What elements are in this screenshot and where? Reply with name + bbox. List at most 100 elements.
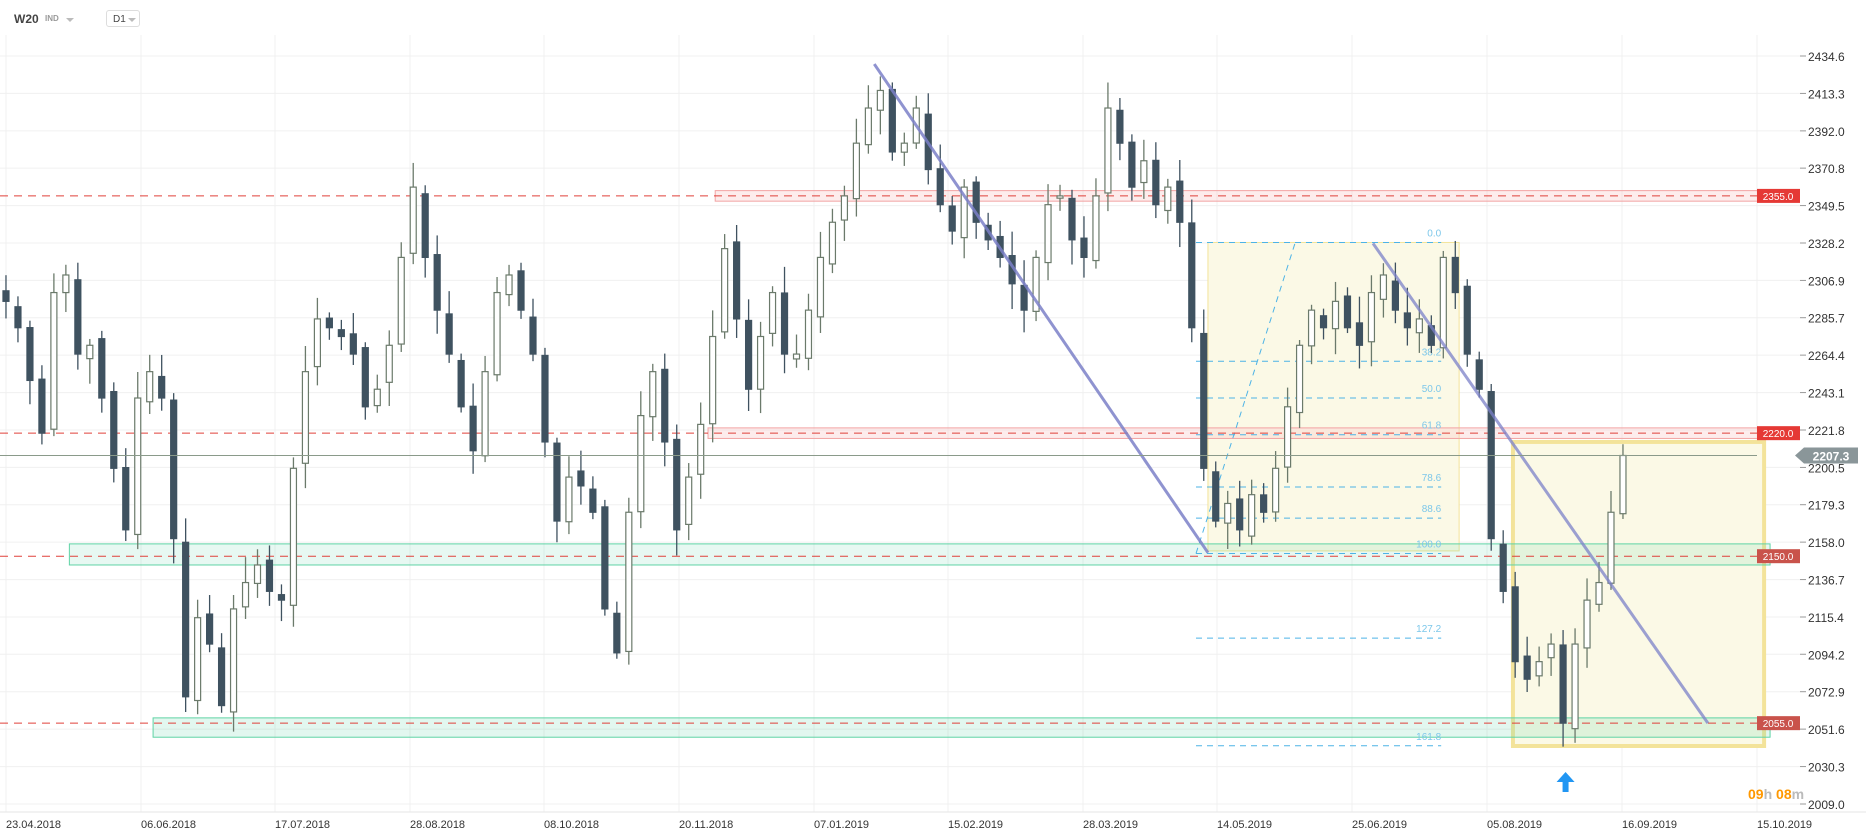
candle-body [1176, 180, 1184, 223]
candle-body [780, 292, 789, 355]
fib-level-label: 100.0 [1416, 540, 1441, 551]
timer-hours: 09 [1748, 786, 1764, 802]
candle [1583, 578, 1591, 668]
x-tick-label: 17.07.2018 [275, 819, 330, 831]
fib-level-label: 127.2 [1416, 624, 1441, 635]
candle [1164, 178, 1172, 224]
candle-body [98, 338, 106, 399]
symbol-label[interactable]: W20 [14, 12, 39, 26]
candle [26, 320, 34, 405]
candle-body [804, 309, 813, 359]
candle [673, 424, 681, 556]
symbol-dropdown-icon[interactable] [66, 18, 74, 22]
y-tick-label: 2115.4 [1808, 611, 1844, 625]
candle-body [517, 270, 525, 311]
y-tick-label: 2009.0 [1808, 798, 1845, 812]
support-zone [68, 543, 1771, 566]
y-tick-label: 2328.2 [1808, 237, 1845, 251]
candle-body [433, 254, 441, 311]
candle-body [1331, 300, 1340, 330]
candle [337, 319, 345, 351]
y-tick-label: 2179.3 [1808, 499, 1845, 513]
candle-body [744, 319, 753, 390]
candle-body [1535, 661, 1543, 677]
candle-body [253, 564, 262, 585]
x-tick-label: 28.03.2019 [1083, 819, 1138, 831]
candle [1463, 279, 1471, 367]
chevron-down-icon [128, 18, 136, 22]
candle [828, 208, 837, 274]
candle-body [1212, 471, 1220, 522]
candle [289, 457, 298, 627]
fib-level-label: 61.8 [1422, 421, 1442, 432]
candle-body [170, 399, 178, 540]
candle [1260, 483, 1268, 523]
candle [98, 330, 106, 413]
candle [457, 353, 465, 413]
candle-body [1583, 599, 1591, 649]
candle-body [816, 256, 825, 318]
candle-body [86, 344, 94, 360]
y-tick-label: 2349.5 [1808, 200, 1845, 214]
candle-body [182, 541, 190, 698]
candle [1272, 451, 1280, 522]
candle-body [613, 612, 621, 654]
candle-body [277, 594, 286, 601]
market-label[interactable]: IND [45, 14, 59, 23]
candle [433, 235, 441, 334]
fib-level-label: 50.0 [1422, 384, 1442, 395]
candle-body [457, 359, 465, 408]
candle-body [1056, 195, 1064, 199]
candle [1511, 571, 1519, 678]
timeframe-select[interactable]: D1 [106, 10, 140, 27]
x-tick-label: 06.06.2018 [141, 819, 196, 831]
candle-body [1068, 197, 1076, 241]
candle-body [709, 335, 717, 425]
candle-body [1415, 318, 1423, 334]
candle-body [445, 313, 453, 355]
candle [1499, 530, 1507, 604]
candle-body [900, 142, 908, 153]
trend-line [873, 63, 1210, 554]
candle [948, 196, 956, 245]
candle [709, 310, 717, 443]
candle [1248, 479, 1256, 545]
level-price-label: 2355.0 [1763, 192, 1794, 203]
candle-body [301, 371, 310, 464]
candle [589, 476, 597, 520]
candle [960, 179, 968, 259]
fib-level-label: 78.6 [1422, 473, 1442, 484]
candle-body [38, 378, 46, 434]
candle-body [1379, 274, 1388, 300]
candle [733, 225, 741, 338]
candle [86, 338, 94, 384]
candle [529, 298, 537, 362]
candle [1331, 281, 1340, 355]
candle [122, 448, 130, 542]
candle [385, 330, 393, 406]
candle-body [313, 318, 322, 368]
y-tick-label: 2434.6 [1808, 50, 1845, 64]
candle-body [840, 195, 849, 221]
timeframe-value: D1 [113, 14, 126, 25]
candle [110, 382, 118, 483]
candle [301, 345, 310, 489]
candle [349, 313, 357, 365]
candle [50, 273, 58, 437]
level-price-tag [1757, 188, 1800, 203]
candle [1451, 240, 1459, 309]
candle-body [625, 511, 633, 653]
candle [649, 363, 657, 441]
candle [792, 334, 801, 368]
x-tick-label: 25.06.2019 [1352, 819, 1407, 831]
candle-body [1559, 644, 1567, 724]
candle-body [421, 193, 429, 259]
candle-body [1439, 256, 1447, 349]
candle [1295, 340, 1304, 429]
candle-body [733, 241, 741, 320]
candle-body [972, 181, 980, 223]
x-tick-label: 08.10.2018 [544, 819, 599, 831]
candle-body [1272, 467, 1280, 513]
candle [1391, 262, 1399, 324]
